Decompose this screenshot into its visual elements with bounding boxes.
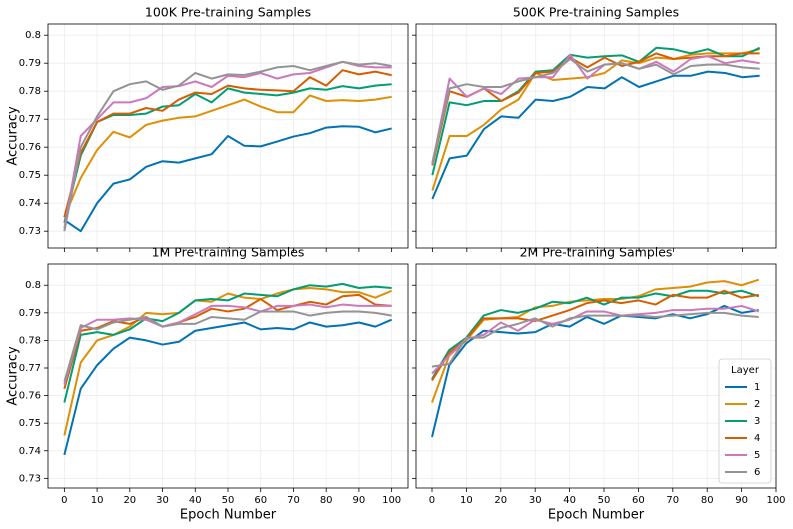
series-line <box>63 282 392 403</box>
series-line <box>431 278 760 403</box>
x-tick-label: 70 <box>666 495 679 506</box>
x-axis-label: Epoch Number <box>548 508 645 523</box>
series-line <box>431 304 760 375</box>
y-tick-label: 0.79 <box>19 58 41 69</box>
x-tick-label: 80 <box>701 495 714 506</box>
y-tick-label: 0.77 <box>19 363 41 374</box>
x-tick-label: 90 <box>735 495 748 506</box>
series-line <box>63 125 392 233</box>
x-tick-label: 20 <box>494 495 507 506</box>
y-axis-label: Accuracy <box>6 106 21 166</box>
x-tick-label: 40 <box>189 495 202 506</box>
y-tick-label: 0.73 <box>19 226 41 237</box>
plot-area <box>416 24 776 248</box>
x-tick-label: 90 <box>353 495 366 506</box>
legend-title: Layer <box>731 365 760 376</box>
y-tick-label: 0.75 <box>19 418 41 429</box>
chart-title: 100K Pre-training Samples <box>145 5 311 20</box>
y-tick-label: 0.78 <box>19 335 41 346</box>
series-line <box>431 70 760 200</box>
chart-title: 2M Pre-training Samples <box>520 245 673 260</box>
series-line <box>431 58 760 163</box>
legend-label: 2 <box>754 399 760 410</box>
chart-title: 1M Pre-training Samples <box>152 245 305 260</box>
series-line <box>63 83 392 224</box>
y-tick-label: 0.78 <box>19 86 41 97</box>
x-tick-label: 50 <box>598 495 611 506</box>
series-line <box>63 310 392 383</box>
y-tick-label: 0.79 <box>19 308 41 319</box>
y-tick-label: 0.75 <box>19 170 41 181</box>
series-line <box>431 48 760 191</box>
x-tick-label: 0 <box>429 495 435 506</box>
x-axis-label: Epoch Number <box>180 508 277 523</box>
legend-label: 3 <box>754 416 760 427</box>
y-tick-label: 0.76 <box>19 391 41 402</box>
y-tick-label: 0.8 <box>25 280 41 291</box>
x-tick-label: 30 <box>529 495 542 506</box>
x-tick-label: 100 <box>382 495 401 506</box>
y-tick-label: 0.77 <box>19 114 41 125</box>
x-tick-label: 10 <box>460 495 473 506</box>
chart-title: 500K Pre-training Samples <box>513 5 679 20</box>
x-tick-label: 40 <box>563 495 576 506</box>
plot-frame <box>47 263 409 489</box>
x-tick-label: 0 <box>61 495 67 506</box>
legend-label: 5 <box>754 450 760 461</box>
x-tick-label: 60 <box>632 495 645 506</box>
series-line <box>63 69 392 218</box>
y-tick-label: 0.8 <box>25 30 41 41</box>
x-tick-label: 80 <box>320 495 333 506</box>
series-line <box>431 289 759 381</box>
x-tick-label: 70 <box>287 495 300 506</box>
series-line <box>63 94 392 218</box>
x-tick-label: 30 <box>156 495 169 506</box>
x-tick-label: 60 <box>254 495 267 506</box>
y-axis-label: Accuracy <box>6 346 21 406</box>
legend-label: 6 <box>754 467 760 478</box>
series-line <box>63 303 392 385</box>
series-line <box>431 304 759 438</box>
y-tick-label: 0.74 <box>19 446 41 457</box>
plot-frame <box>415 23 777 249</box>
y-tick-label: 0.74 <box>19 198 41 209</box>
series-line <box>431 311 759 368</box>
series-line <box>431 46 761 176</box>
x-tick-label: 100 <box>766 495 785 506</box>
x-tick-label: 10 <box>91 495 104 506</box>
legend-label: 4 <box>754 433 760 444</box>
series-line <box>431 53 760 165</box>
x-tick-label: 20 <box>123 495 136 506</box>
legend-label: 1 <box>754 382 760 393</box>
series-line <box>63 60 392 232</box>
plot-frame <box>47 23 409 249</box>
x-tick-label: 50 <box>222 495 235 506</box>
plot-frame <box>415 263 777 489</box>
y-tick-label: 0.76 <box>19 142 41 153</box>
y-tick-label: 0.73 <box>19 473 41 484</box>
series-line <box>63 318 393 456</box>
